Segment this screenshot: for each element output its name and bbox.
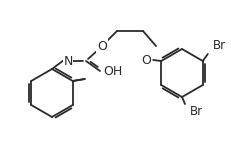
Text: Br: Br (213, 39, 226, 52)
Text: N: N (63, 55, 73, 67)
Text: O: O (141, 53, 151, 66)
Text: OH: OH (103, 65, 122, 77)
Text: O: O (97, 39, 107, 52)
Text: Br: Br (190, 105, 203, 118)
